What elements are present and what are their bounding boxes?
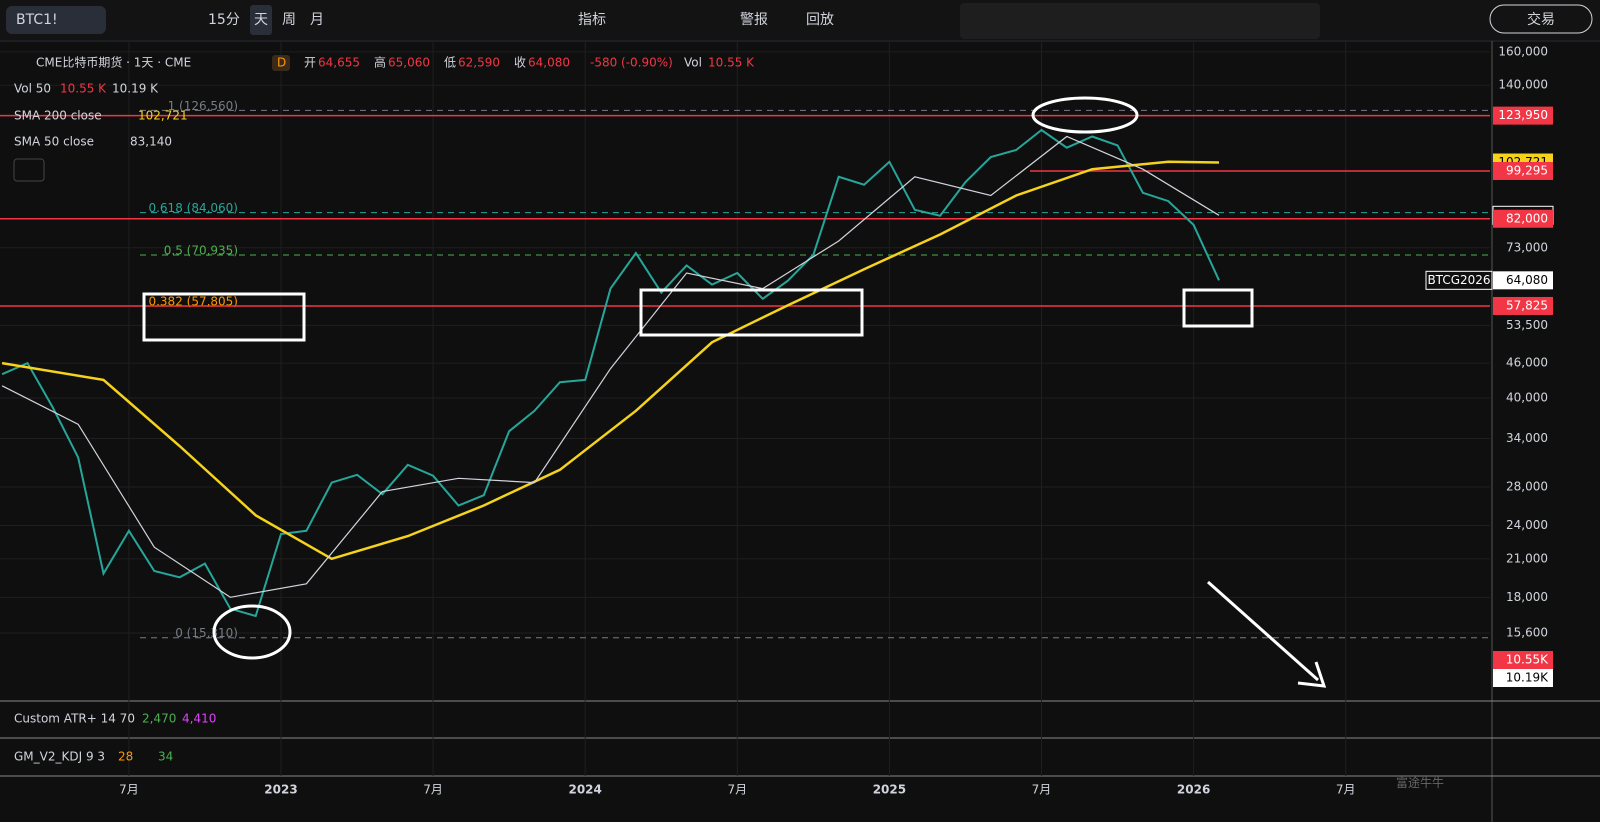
interval[interactable]: 月 <box>310 12 324 28</box>
y-tick-label: 160,000 <box>1498 44 1548 58</box>
price-label-bg <box>1493 161 1553 180</box>
series-line <box>1 128 1220 618</box>
y-tick-label: 73,000 <box>1506 240 1548 254</box>
price-label: 82,000 <box>1506 211 1548 225</box>
legend-vol: 10.55 K <box>708 56 755 70</box>
x-tick-label: 2025 <box>873 783 906 797</box>
annotation-arrow <box>1207 580 1319 682</box>
fib-label: 0.382 (57,805) <box>148 295 238 309</box>
fib-label: 0.618 (84,060) <box>148 201 238 215</box>
pane-name: Custom ATR+ 14 70 <box>14 712 135 726</box>
price-label-bg <box>1493 106 1553 125</box>
annotations <box>142 96 1327 688</box>
price-label-bg <box>1493 271 1553 290</box>
vol50-value: 10.19 K <box>112 82 159 96</box>
pane-value: 2,470 <box>142 712 176 726</box>
ohlc-value: 62,590 <box>458 56 500 70</box>
toolbar <box>0 0 1600 40</box>
annotation-ellipse <box>1031 96 1139 134</box>
series-line <box>1 160 1220 561</box>
symbol[interactable]: BTC1! <box>16 12 58 28</box>
sma-value: 83,140 <box>130 135 172 149</box>
annotation-arrow-head <box>1297 661 1327 688</box>
price-label: 99,295 <box>1506 163 1548 177</box>
x-tick-label: 7月 <box>727 783 747 797</box>
indicators-button[interactable]: 指标 <box>578 12 606 28</box>
badge-bg <box>272 55 290 71</box>
price-label: 57,825 <box>1506 298 1548 312</box>
ohlc-value: 64,080 <box>528 56 570 70</box>
sma-name: SMA 200 close <box>14 109 102 123</box>
replay-button[interactable]: 回放 <box>806 12 834 28</box>
annotation-box <box>639 288 864 337</box>
y-tick-label: 21,000 <box>1506 551 1548 565</box>
tag-bg <box>1425 270 1493 290</box>
volume-label-bg <box>1493 669 1553 687</box>
y-tick-label: 140,000 <box>1498 78 1548 92</box>
ohlc-value: 65,060 <box>388 56 430 70</box>
y-tick-label: 18,000 <box>1506 590 1548 604</box>
collapse-button <box>13 158 45 182</box>
interval[interactable]: 天 <box>254 12 268 28</box>
y-tick-label: 34,000 <box>1506 431 1548 445</box>
ohlc-value: 64,655 <box>318 56 360 70</box>
ohlc-label: 低 <box>444 56 456 70</box>
interval-active <box>250 5 272 35</box>
legend-title: CME比特币期货 · 1天 · CME <box>36 55 191 70</box>
series-line <box>1 135 1220 598</box>
annotation-ellipse <box>212 604 292 660</box>
y-tick-label: 28,000 <box>1506 480 1548 494</box>
x-tick-label: 7月 <box>1336 783 1356 797</box>
x-tick-label: 2026 <box>1177 783 1210 797</box>
pane-name: GM_V2_KDJ 9 3 <box>14 750 105 764</box>
price-label-bg <box>1493 296 1553 315</box>
annotation-box <box>1182 288 1254 328</box>
x-tick-label: 2023 <box>264 783 297 797</box>
x-tick-label: 7月 <box>1032 783 1052 797</box>
ohlc-label: 开 <box>304 56 316 70</box>
ohlc-label: 高 <box>374 55 386 70</box>
drawing-toolbar <box>960 3 1320 39</box>
ohlc-label: 收 <box>514 56 526 70</box>
legend-badge: D <box>277 56 286 70</box>
price-label-bg <box>1493 209 1553 228</box>
trade-button[interactable]: 交易 <box>1527 11 1555 28</box>
x-tick-label: 7月 <box>119 783 139 797</box>
y-tick-label: 40,000 <box>1506 390 1548 404</box>
y-tick-label: 24,000 <box>1506 518 1548 532</box>
price-label: 64,080 <box>1506 273 1548 287</box>
volume-label-bg <box>1493 651 1553 669</box>
legend-change: -580 (-0.90%) <box>590 56 673 70</box>
interval[interactable]: 15分 <box>208 12 240 28</box>
vol50-name: Vol 50 <box>14 82 51 96</box>
pane-value: 4,410 <box>182 712 216 726</box>
legend-vol-label: Vol <box>684 56 702 70</box>
alerts-button[interactable]: 警报 <box>740 12 768 28</box>
y-tick-label: 15,600 <box>1506 626 1548 640</box>
x-tick-label: 7月 <box>423 783 443 797</box>
fib-label: 0 (15,310) <box>175 626 238 640</box>
fib-label: 1 (126,560) <box>168 99 238 113</box>
x-tick-label: 2024 <box>568 783 601 797</box>
sma-value: 102,721 <box>138 109 188 123</box>
annotation-box <box>142 292 306 342</box>
watermark: 富途牛牛 <box>1396 775 1444 790</box>
trade-button-frame[interactable] <box>1489 4 1593 34</box>
volume-label: 10.55K <box>1506 653 1549 667</box>
y-tick-label: 53,500 <box>1506 318 1548 332</box>
sma-name: SMA 50 close <box>14 135 94 149</box>
price-tag: BTCG2026 <box>1427 273 1490 287</box>
fib-label: 0.5 (70,935) <box>164 243 238 257</box>
price-label: 123,950 <box>1498 108 1548 122</box>
y-tick-label: 46,000 <box>1506 356 1548 370</box>
vol50-value: 10.55 K <box>60 82 107 96</box>
pane-value: 28 <box>118 750 133 764</box>
pane-value: 34 <box>158 750 173 764</box>
symbol-box[interactable] <box>6 6 106 34</box>
interval[interactable]: 周 <box>282 12 296 28</box>
volume-label: 10.19K <box>1506 671 1549 685</box>
